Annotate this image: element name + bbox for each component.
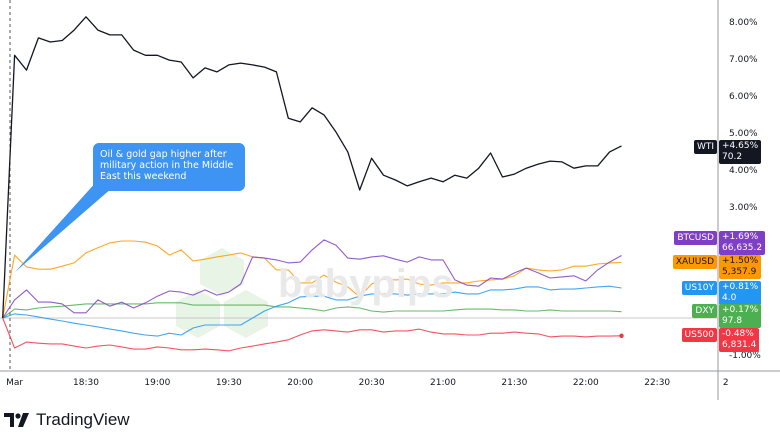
tradingview-logo[interactable]: TradingView — [4, 410, 130, 430]
y-tick-label: 4.00% — [729, 166, 758, 176]
series-value-tag-us500: -0.48% 6,831.4 — [719, 328, 760, 352]
series-price: 66,635.2 — [722, 243, 763, 253]
series-change: +1.69% — [722, 232, 759, 242]
series-line-wti — [2, 16, 622, 319]
series-label-us500[interactable]: US500 — [681, 328, 717, 342]
x-tick-label: 18:30 — [73, 378, 99, 388]
series-label-dxy[interactable]: DXY — [692, 304, 717, 318]
tradingview-brand: TradingView — [36, 410, 130, 429]
y-tick-label: 7.00% — [729, 55, 758, 65]
chart: 8.00% 7.00% 6.00% 5.00% 4.00% 3.00% -1.00% Mar… — [0, 0, 780, 400]
series-value-tag-xauusd: +1.50% 5,357.9 — [719, 255, 762, 279]
series-label-wti[interactable]: WTI — [693, 140, 717, 154]
series-change: +0.17% — [722, 305, 759, 315]
series-price: 6,831.4 — [722, 340, 757, 350]
y-tick-label: 5.00% — [729, 129, 758, 139]
series-label-xauusd[interactable]: XAUUSD — [672, 255, 717, 269]
series-value-tag-us10y: +0.81% 4.0 — [719, 281, 762, 305]
x-tick-label: 22:00 — [573, 378, 599, 388]
series-price: 4.0 — [722, 293, 737, 303]
x-tick-label: 20:30 — [359, 378, 385, 388]
x-tick-label: 21:30 — [501, 378, 527, 388]
series-change: -0.48% — [722, 329, 754, 339]
series-price: 97.8 — [722, 316, 743, 326]
series-change: +4.65% — [722, 141, 759, 151]
x-tick-label: 22:30 — [644, 378, 670, 388]
series-line-us10y — [2, 285, 622, 337]
x-tick-label: 19:00 — [144, 378, 170, 388]
series-change: +0.81% — [722, 282, 759, 292]
series-price: 70.2 — [722, 152, 743, 162]
tradingview-logo-icon — [4, 413, 29, 427]
x-tick-label: 2 — [723, 378, 729, 388]
series-value-tag-dxy: +0.17% 97.8 — [719, 304, 762, 328]
x-tick-label: 21:00 — [430, 378, 456, 388]
y-tick-label: 8.00% — [729, 18, 758, 28]
callout-pointer — [15, 180, 112, 272]
series-value-tag-btcusd: +1.69% 66,635.2 — [719, 231, 766, 255]
watermark-logo — [176, 248, 268, 338]
x-tick-label: Mar — [6, 378, 23, 388]
series-label-btcusd[interactable]: BTCUSD — [674, 231, 717, 245]
series-line-xauusd — [2, 240, 622, 319]
watermark: babypips — [278, 262, 454, 306]
y-tick-label: 3.00% — [729, 203, 758, 213]
series-price: 5,357.9 — [722, 267, 757, 277]
series-change: +1.50% — [722, 256, 759, 266]
x-tick-label: 19:30 — [216, 378, 242, 388]
annotation-callout[interactable]: Oil & gold gap higher after military act… — [93, 143, 245, 191]
y-tick-label: 6.00% — [729, 92, 758, 102]
y-tick-label: -1.00% — [729, 351, 761, 361]
series-line-btcusd — [2, 239, 622, 319]
x-tick-label: 20:00 — [287, 378, 313, 388]
series-label-us10y[interactable]: US10Y — [681, 281, 717, 295]
last-point-marker — [619, 333, 624, 338]
series-line-us500 — [2, 317, 622, 352]
series-value-tag-wti: +4.65% 70.2 — [719, 140, 762, 164]
